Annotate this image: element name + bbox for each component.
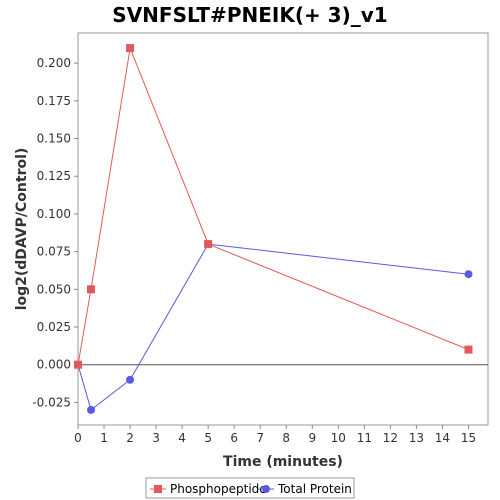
y-axis-title: log2(dDAVP/Control) <box>14 148 30 311</box>
x-tick-label: 14 <box>435 431 450 445</box>
x-tick-label: 4 <box>178 431 186 445</box>
x-tick-label: 0 <box>74 431 82 445</box>
y-tick-label: 0.175 <box>37 94 71 108</box>
y-tick-label: 0.200 <box>37 56 71 70</box>
phosphopeptide-point <box>464 345 473 354</box>
legend-total-protein-marker <box>262 485 270 493</box>
legend-total-protein-label: Total Protein <box>277 482 352 496</box>
phosphopeptide-point <box>87 285 96 294</box>
x-tick-label: 3 <box>152 431 160 445</box>
x-tick-label: 13 <box>409 431 424 445</box>
y-tick-label: 0.125 <box>37 169 71 183</box>
x-tick-label: 8 <box>282 431 290 445</box>
x-tick-label: 5 <box>204 431 212 445</box>
x-tick-label: 10 <box>331 431 346 445</box>
x-tick-label: 12 <box>383 431 398 445</box>
phosphopeptide-point <box>126 44 135 53</box>
x-tick-label: 1 <box>100 431 108 445</box>
x-tick-label: 11 <box>357 431 372 445</box>
y-tick-label: 0.000 <box>37 358 71 372</box>
x-axis-title: Time (minutes) <box>223 454 343 470</box>
legend-box <box>145 477 355 499</box>
y-tick-label: 0.025 <box>37 320 71 334</box>
total-protein-point <box>126 375 135 384</box>
y-tick-label: 0.100 <box>37 207 71 221</box>
legend: Phosphopeptide Total Protein <box>145 477 355 499</box>
x-tick-label: 6 <box>230 431 238 445</box>
x-tick-label: 7 <box>256 431 264 445</box>
y-tick-label: 0.150 <box>37 132 71 146</box>
phosphopeptide-point <box>74 360 82 369</box>
x-tick-label: 9 <box>308 431 316 445</box>
total-protein-point <box>464 270 473 279</box>
plot-area <box>77 32 489 426</box>
chart-title: SVNFSLT#PNEIK(+ 3)_v1 <box>112 3 387 27</box>
y-tick-label: -0.025 <box>32 395 71 409</box>
legend-phosphopeptide-label: Phosphopeptide <box>170 482 267 496</box>
legend-phosphopeptide-marker <box>154 485 162 493</box>
series-group <box>74 44 473 414</box>
x-tick-label: 15 <box>461 431 476 445</box>
total-protein-point <box>87 405 96 414</box>
y-tick-label: 0.050 <box>37 282 71 296</box>
x-axis: 0 1 2 3 4 5 6 7 8 9 10 11 12 13 14 15 <box>74 425 476 445</box>
y-axis: -0.025 0.000 0.025 0.050 0.075 0.100 0.125 0.15… <box>32 56 78 409</box>
phosphopeptide-point <box>204 240 213 249</box>
x-tick-label: 2 <box>126 431 134 445</box>
y-tick-label: 0.075 <box>37 245 71 259</box>
